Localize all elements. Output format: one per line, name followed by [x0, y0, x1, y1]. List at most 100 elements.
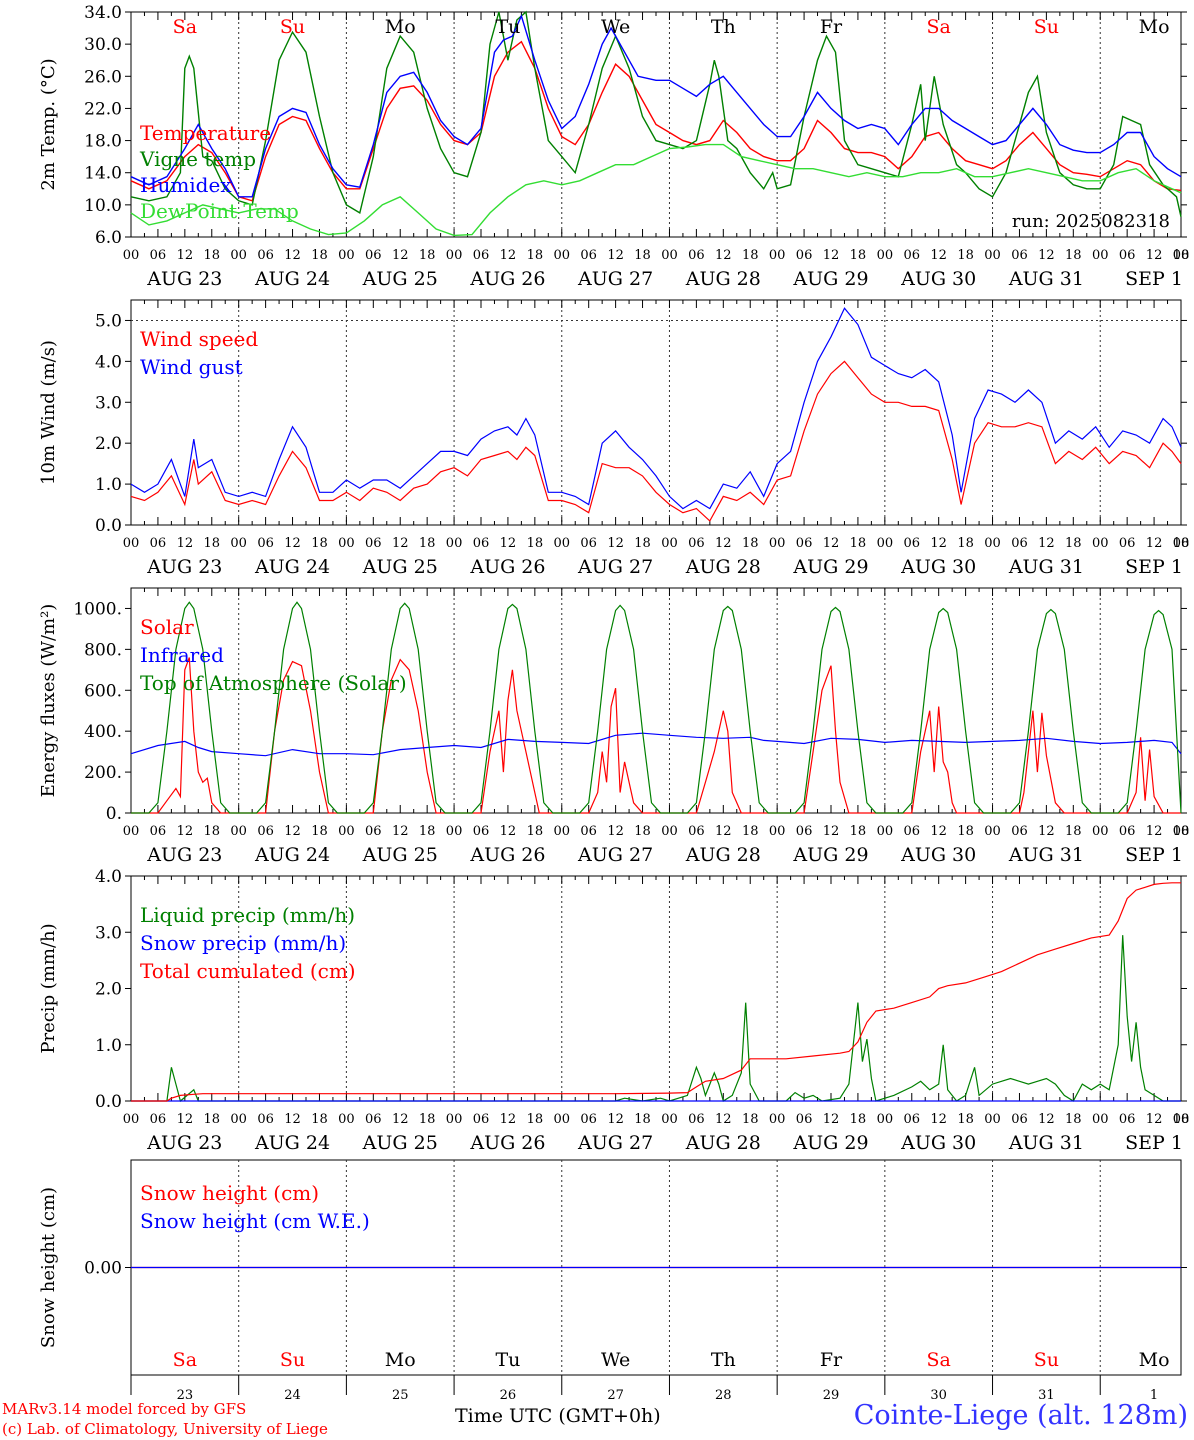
y-tick-label: 1000.: [73, 599, 122, 619]
hour-tick-label: 06: [473, 248, 490, 263]
hour-tick-label: 18: [203, 1112, 220, 1127]
hour-tick-label: 18: [311, 248, 328, 263]
y-tick-label: 14.0: [84, 164, 122, 184]
weekday-label: Sa: [927, 1349, 951, 1371]
hour-tick-label: 18: [419, 824, 436, 839]
weekday-label: Su: [1034, 1349, 1059, 1371]
hour-tick-label: 06: [473, 1112, 490, 1127]
hour-tick-label: 12: [823, 824, 840, 839]
y-tick-label: 10.0: [84, 196, 122, 216]
legend-entry: Vigne temp: [139, 147, 256, 171]
hour-tick-label: 18: [850, 1112, 867, 1127]
date-label: AUG 28: [685, 268, 761, 290]
hour-tick-label: 18: [1065, 248, 1082, 263]
series-line-wind-gust: [130, 307, 1182, 510]
hour-tick-label: 12: [392, 536, 409, 551]
hour-tick-label: 18: [742, 824, 759, 839]
day-number-label: 27: [607, 1388, 624, 1403]
y-tick-label: 34.0: [84, 3, 122, 23]
y-tick-label: 0.0: [95, 1092, 122, 1112]
hour-tick-label: 12: [715, 1112, 732, 1127]
hour-tick-label: 06: [365, 536, 382, 551]
weekday-label: Su: [280, 16, 305, 38]
hour-tick-label: 06: [688, 1112, 705, 1127]
weekday-label: Mo: [385, 1349, 416, 1371]
hour-tick-label: 18: [311, 536, 328, 551]
hour-tick-label: 18: [203, 536, 220, 551]
hour-tick-label: 00: [338, 1112, 355, 1127]
hour-tick-label: 18: [634, 824, 651, 839]
hour-tick-label: 00: [661, 1112, 678, 1127]
hour-tick-label: 06: [796, 248, 813, 263]
date-label: SEP 1: [1125, 268, 1183, 290]
hour-tick-label: 00: [1092, 248, 1109, 263]
hour-tick-label: 00: [123, 1112, 140, 1127]
hour-tick-label: 06: [1011, 1112, 1028, 1127]
hour-tick-label: 12: [715, 824, 732, 839]
series-line-infrared: [130, 732, 1182, 757]
hour-tick-label: 00: [338, 536, 355, 551]
hour-tick-label: 00: [769, 536, 786, 551]
hour-tick-label: 12: [1038, 824, 1055, 839]
date-label: AUG 26: [469, 1132, 545, 1154]
panel-4: [125, 875, 1187, 1103]
date-label: AUG 24: [254, 1132, 330, 1154]
hour-tick-label: 06: [688, 536, 705, 551]
date-label: AUG 24: [254, 556, 330, 578]
date-label: AUG 26: [469, 556, 545, 578]
panel-frame: [130, 299, 1182, 526]
y-tick-label: 0.: [106, 804, 122, 824]
hour-tick-label: 00: [230, 824, 247, 839]
hour-tick-label: 06: [473, 824, 490, 839]
weekday-label: Mo: [1139, 16, 1170, 38]
day-number-label: 31: [1038, 1388, 1055, 1403]
hour-tick-label: 00: [984, 536, 1001, 551]
hour-tick-label: 00: [1173, 824, 1190, 839]
date-label: AUG 29: [792, 556, 868, 578]
y-axis-label: Precip (mm/h): [38, 923, 59, 1053]
hour-tick-label: 12: [607, 824, 624, 839]
date-label: AUG 30: [900, 844, 976, 866]
hour-tick-label: 12: [1038, 1112, 1055, 1127]
hour-tick-label: 12: [177, 248, 194, 263]
hour-tick-label: 12: [500, 1112, 517, 1127]
panel-5: [125, 1159, 1187, 1376]
hour-tick-label: 00: [984, 248, 1001, 263]
y-axis-label: Snow height (cm): [38, 1187, 59, 1348]
hour-tick-label: 00: [338, 824, 355, 839]
hour-tick-label: 00: [984, 1112, 1001, 1127]
y-tick-label: 4.0: [95, 352, 122, 372]
hour-tick-label: 00: [446, 536, 463, 551]
hour-tick-label: 18: [1065, 824, 1082, 839]
legend-entry: Wind gust: [140, 355, 243, 379]
hour-tick-label: 00: [123, 824, 140, 839]
date-label: AUG 29: [792, 268, 868, 290]
legend-entry: Snow height (cm W.E.): [140, 1209, 370, 1233]
hour-tick-label: 18: [1173, 1112, 1190, 1127]
y-tick-label: 2.0: [95, 980, 122, 1000]
date-label: AUG 24: [254, 844, 330, 866]
date-label: AUG 30: [900, 556, 976, 578]
y-tick-label: 1.0: [95, 1036, 122, 1056]
hour-tick-label: 00: [230, 1112, 247, 1127]
y-tick-label: 26.0: [84, 67, 122, 87]
hour-tick-label: 18: [742, 536, 759, 551]
hour-tick-label: 18: [1173, 536, 1190, 551]
legend-entry: Snow precip (mm/h): [140, 931, 346, 955]
hour-tick-label: 12: [392, 1112, 409, 1127]
hour-tick-label: 06: [580, 536, 597, 551]
weekday-label: Tu: [495, 16, 520, 38]
hour-tick-label: 12: [607, 248, 624, 263]
hour-tick-label: 06: [796, 536, 813, 551]
y-tick-label: 6.0: [95, 228, 122, 248]
date-label: AUG 26: [469, 268, 545, 290]
hour-tick-label: 18: [1173, 824, 1190, 839]
hour-tick-label: 06: [580, 824, 597, 839]
weekday-label: Su: [1034, 16, 1059, 38]
credit-line-1: MARv3.14 model forced by GFS: [2, 1400, 247, 1418]
panel-1: [125, 10, 1187, 238]
y-tick-label: 18.0: [84, 132, 122, 152]
hour-tick-label: 18: [742, 248, 759, 263]
date-label: AUG 27: [577, 844, 653, 866]
